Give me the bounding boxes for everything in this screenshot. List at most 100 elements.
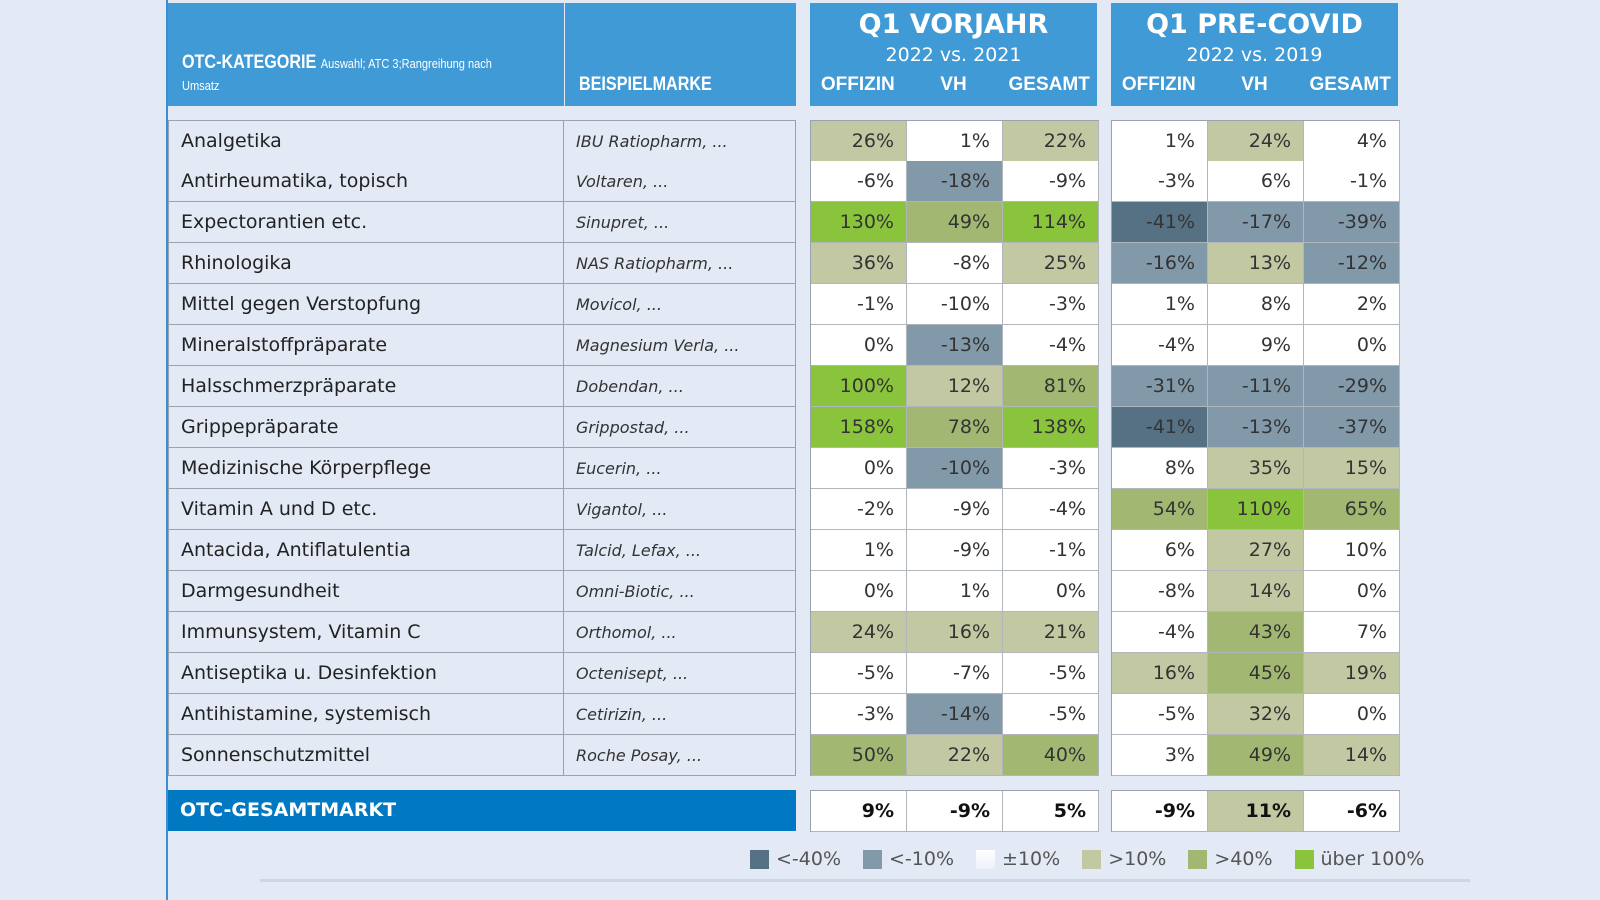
total-value-cell: -9% [907,791,1003,832]
legend-item: über 100% [1294,848,1425,870]
header-category-note: Auswahl; ATC 3;Rangreihung nach Umsatz [182,56,492,93]
value-cell: 19% [1304,653,1400,694]
value-cell: -10% [907,284,1003,325]
value-cell: 45% [1208,653,1304,694]
legend-label: über 100% [1320,848,1425,870]
category-cell: Halsschmerzpräparate [168,366,564,407]
value-cell: -39% [1304,202,1400,243]
value-group: -6% -18% -9% [810,161,1099,202]
legend-item: >40% [1188,848,1273,870]
category-cell: Antacida, Antiflatulentia [168,530,564,571]
value-cell: 138% [1003,407,1099,448]
value-cell: -5% [1003,694,1099,735]
value-group: 1% 8% 2% [1111,284,1400,325]
value-cell: 0% [811,571,907,612]
value-cell: 1% [907,571,1003,612]
table-row: Halsschmerzpräparate Dobendan, ... [168,366,796,407]
header-category: OTC-KATEGORIE Auswahl; ATC 3;Rangreihung… [168,3,564,106]
category-cell: Antihistamine, systemisch [168,694,564,735]
brand-cell: Grippostad, ... [564,407,796,448]
value-group: -2% -9% -4% [810,489,1099,530]
category-cell: Mittel gegen Verstopfung [168,284,564,325]
value-cell: -17% [1208,202,1304,243]
value-cell: 1% [907,121,1003,162]
value-cell: 1% [811,530,907,571]
value-cell: 32% [1208,694,1304,735]
value-group: 1% -9% -1% [810,530,1099,571]
col-vh: VH [1241,74,1268,95]
total-label: OTC-GESAMTMARKT [168,790,796,831]
category-cell: Mineralstoffpräparate [168,325,564,366]
value-cell: 114% [1003,202,1099,243]
value-group: -31% -11% -29% [1111,366,1400,407]
table-row: Mineralstoffpräparate Magnesium Verla, ..… [168,325,796,366]
table-row: Antihistamine, systemisch Cetirizin, ... [168,694,796,735]
legend-label: >10% [1108,848,1167,870]
value-cell: -1% [1304,161,1400,202]
legend-swatch [863,849,883,869]
value-cell: 81% [1003,366,1099,407]
value-cell: 22% [1003,121,1099,162]
value-cell: -4% [1003,325,1099,366]
value-group: -1% -10% -3% [810,284,1099,325]
value-cell: 100% [811,366,907,407]
group-title: Q1 PRE-COVID [1146,9,1363,40]
value-cell: 0% [811,448,907,489]
table-row: Medizinische Körperpflege Eucerin, ... [168,448,796,489]
header-brand-label: BEISPIELMARKE [579,74,712,95]
value-cell: 78% [907,407,1003,448]
value-cell: 2% [1304,284,1400,325]
value-cell: -41% [1112,202,1208,243]
value-group: 8% 35% 15% [1111,448,1400,489]
legend-swatch [750,849,769,869]
value-cell: 13% [1208,243,1304,284]
value-cell: 8% [1112,448,1208,489]
value-cell: 27% [1208,530,1304,571]
value-cell: -12% [1304,243,1400,284]
value-cell: 0% [811,325,907,366]
legend-swatch [1082,849,1102,869]
legend-label: <-40% [776,848,842,870]
value-cell: 130% [811,202,907,243]
value-cell: 0% [1304,694,1400,735]
value-cell: -18% [907,161,1003,202]
legend-item: ±10% [976,848,1060,870]
brand-cell: Dobendan, ... [564,366,796,407]
total-group: -9% 11% -6% [1111,790,1400,832]
value-group: 26% 1% 22% [810,120,1099,162]
value-cell: -1% [1003,530,1099,571]
value-cell: 9% [1208,325,1304,366]
brand-cell: Sinupret, ... [564,202,796,243]
value-cell: 110% [1208,489,1304,530]
value-cell: -8% [907,243,1003,284]
value-group: 0% -10% -3% [810,448,1099,489]
value-cell: -5% [811,653,907,694]
value-cell: -9% [907,489,1003,530]
value-cell: -8% [1112,571,1208,612]
value-cell: -41% [1112,407,1208,448]
value-cell: 4% [1304,121,1400,162]
table-row: Grippepräparate Grippostad, ... [168,407,796,448]
brand-cell: IBU Ratiopharm, ... [564,121,796,162]
total-group: 9% -9% 5% [810,790,1099,832]
legend-label: >40% [1214,848,1273,870]
value-group: 0% -13% -4% [810,325,1099,366]
value-group: 130% 49% 114% [810,202,1099,243]
table-row: Vitamin A und D etc. Vigantol, ... [168,489,796,530]
value-group: -5% -7% -5% [810,653,1099,694]
value-group: 6% 27% 10% [1111,530,1400,571]
value-cell: 24% [1208,121,1304,162]
total-row: OTC-GESAMTMARKT [168,790,796,831]
value-cell: 0% [1304,325,1400,366]
total-value-cell: -9% [1112,791,1208,832]
value-cell: 12% [907,366,1003,407]
brand-cell: Vigantol, ... [564,489,796,530]
value-group: -3% -14% -5% [810,694,1099,735]
value-cell: 22% [907,735,1003,776]
value-cell: -3% [811,694,907,735]
legend-swatch [1188,849,1208,869]
value-cell: 40% [1003,735,1099,776]
value-cell: 36% [811,243,907,284]
value-group: 3% 49% 14% [1111,735,1400,776]
header-brand: BEISPIELMARKE [565,3,796,106]
